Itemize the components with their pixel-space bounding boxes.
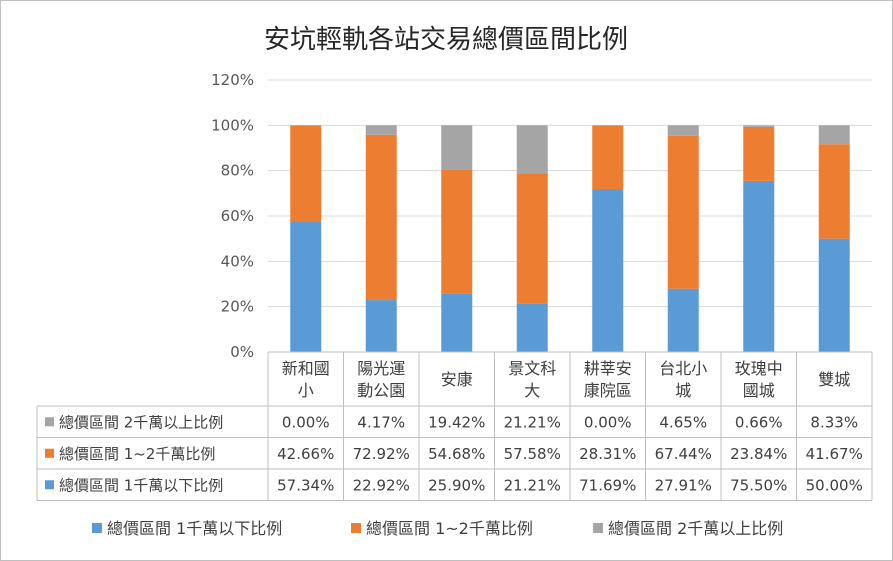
category-label: 台北小	[659, 359, 707, 378]
table-cell-value: 0.00%	[584, 413, 632, 431]
category-label: 陽光運	[357, 359, 405, 378]
table-cell-value: 22.92%	[353, 476, 410, 494]
category-label: 小	[298, 381, 314, 400]
y-tick-label: 80%	[221, 162, 254, 180]
bar-segment	[592, 189, 624, 352]
bar-segment	[516, 125, 548, 174]
bar-segment	[441, 125, 473, 170]
legend-swatch	[351, 523, 361, 533]
table-row-label: 總價區間 1千萬以下比例	[59, 476, 223, 494]
table-cell-value: 42.66%	[277, 445, 334, 463]
table-cell-value: 54.68%	[428, 445, 485, 463]
table-cell-value: 41.67%	[806, 445, 863, 463]
category-label: 大	[524, 381, 540, 400]
bar-segment	[441, 293, 473, 352]
category-label: 康院區	[584, 381, 632, 400]
y-tick-label: 0%	[230, 343, 254, 361]
bar-segment	[743, 125, 775, 127]
table-cell-value: 57.58%	[504, 445, 561, 463]
category-label: 玫瑰中	[735, 359, 783, 378]
table-cell-value: 4.17%	[357, 413, 405, 431]
table-cell-value: 75.50%	[730, 476, 787, 494]
bar-segment	[516, 303, 548, 352]
bar-segment	[667, 288, 699, 352]
y-tick-label: 60%	[221, 207, 254, 225]
bar-segment	[441, 169, 473, 294]
bar-segment	[365, 300, 397, 352]
table-cell-value: 23.84%	[730, 445, 787, 463]
legend-label: 總價區間 2千萬以上比例	[608, 519, 783, 538]
category-label: 景文科	[508, 359, 556, 378]
table-legend-key	[45, 448, 54, 458]
category-label: 國城	[743, 381, 775, 400]
y-axis-tick-labels: 0% 20% 40% 60% 80% 100% 120%	[211, 71, 254, 361]
bar-segment	[592, 125, 624, 190]
table-cell-value: 27.91%	[655, 476, 712, 494]
table-legend-key	[45, 417, 54, 427]
table-cell-value: 72.92%	[353, 445, 410, 463]
y-tick-label: 100%	[211, 116, 254, 134]
table-cell-value: 8.33%	[810, 413, 858, 431]
bar-segment	[818, 238, 850, 352]
legend-swatch	[593, 523, 603, 533]
table-cell-value: 25.90%	[428, 476, 485, 494]
table-cell-value: 71.69%	[579, 476, 636, 494]
table-cell-value: 57.34%	[277, 476, 334, 494]
category-label: 耕莘安	[584, 359, 632, 378]
bar-segment	[516, 173, 548, 304]
table-cell-value: 28.31%	[579, 445, 636, 463]
table-legend-key	[45, 480, 54, 490]
table-cell-value: 67.44%	[655, 445, 712, 463]
table-row-label: 總價區間 1~2千萬比例	[59, 445, 215, 463]
legend-swatch	[92, 523, 102, 533]
y-tick-label: 120%	[211, 71, 254, 89]
category-label: 城	[675, 381, 691, 400]
chart-title: 安坑輕軌各站交易總價區間比例	[264, 25, 628, 55]
table-cell-value: 0.66%	[735, 413, 783, 431]
legend: 總價區間 1千萬以下比例 總價區間 1~2千萬比例 總價區間 2千萬以上比例	[92, 519, 783, 538]
bar-segment	[290, 125, 322, 223]
bar-segment	[365, 134, 397, 301]
table-cell-value: 21.21%	[504, 413, 561, 431]
y-tick-label: 40%	[221, 252, 254, 270]
category-label: 動公園	[357, 381, 405, 400]
bar-segment	[743, 126, 775, 181]
bar-segment	[818, 144, 850, 239]
bar-segment	[667, 135, 699, 289]
legend-label: 總價區間 1千萬以下比例	[107, 519, 282, 538]
table-cell-value: 19.42%	[428, 413, 485, 431]
table-cell-value: 21.21%	[504, 476, 561, 494]
table-row-label: 總價區間 2千萬以上比例	[59, 413, 223, 431]
table-cell-value: 4.65%	[659, 413, 707, 431]
bar-segment	[290, 222, 322, 352]
category-label: 新和國	[282, 359, 330, 378]
table-cell-value: 0.00%	[282, 413, 330, 431]
bar-segment	[667, 125, 699, 136]
category-label: 雙城	[818, 370, 850, 389]
category-label: 安康	[441, 370, 473, 389]
table-cell-value: 50.00%	[806, 476, 863, 494]
bar-segment	[365, 125, 397, 135]
legend-label: 總價區間 1~2千萬比例	[366, 519, 533, 538]
bar-segment	[818, 125, 850, 145]
bar-segment	[743, 180, 775, 352]
bars	[290, 125, 850, 352]
y-tick-label: 20%	[221, 298, 254, 316]
